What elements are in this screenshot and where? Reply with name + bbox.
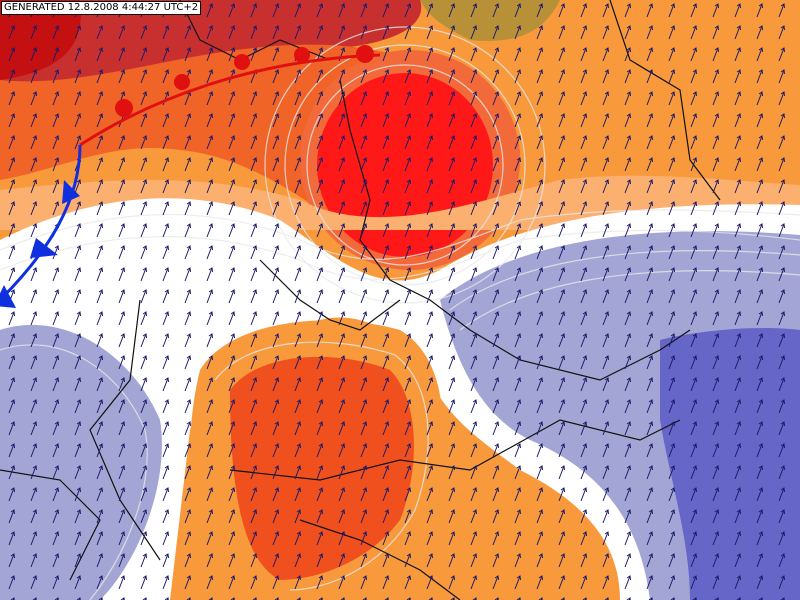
cold-front (0, 144, 82, 308)
generated-stamp: GENERATED 12.8.2008 4:44:27 UTC+2 (1, 1, 202, 15)
warm-front (79, 45, 381, 147)
